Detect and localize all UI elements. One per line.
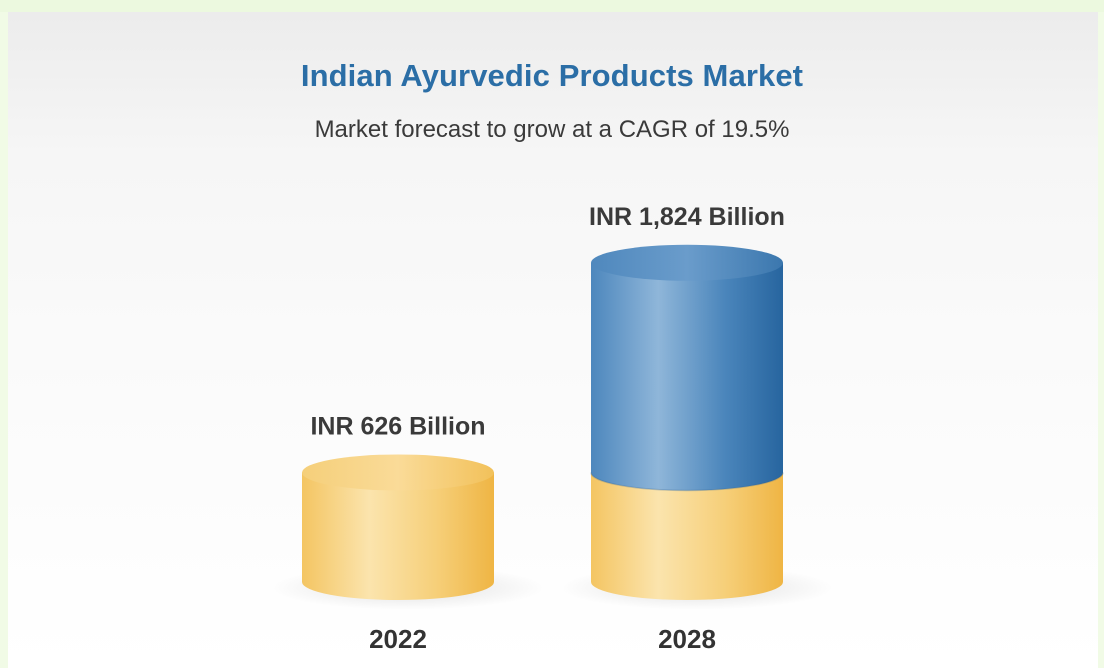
bar-value-label: INR 626 Billion bbox=[310, 412, 485, 440]
bar-segment-seam bbox=[590, 472, 784, 492]
bar-2028: INR 1,824 Billion 2028 bbox=[561, 203, 833, 654]
chart-panel bbox=[8, 12, 1098, 668]
outer-frame bbox=[0, 0, 1104, 12]
bar-2022: INR 626 Billion 2022 bbox=[272, 412, 544, 654]
chart-title: Indian Ayurvedic Products Market bbox=[300, 58, 804, 93]
x-tick-label: 2028 bbox=[658, 624, 716, 654]
bar-top-cap bbox=[302, 454, 494, 491]
bar-value-label: INR 1,824 Billion bbox=[589, 203, 785, 231]
x-tick-label: 2022 bbox=[369, 624, 427, 654]
chart-subtitle: Market forecast to grow at a CAGR of 19.… bbox=[314, 116, 790, 143]
bar-base-segment bbox=[302, 472, 494, 600]
bar-top-cap bbox=[591, 244, 783, 281]
bar-base-segment bbox=[591, 472, 783, 600]
bar-growth-segment bbox=[591, 262, 783, 491]
